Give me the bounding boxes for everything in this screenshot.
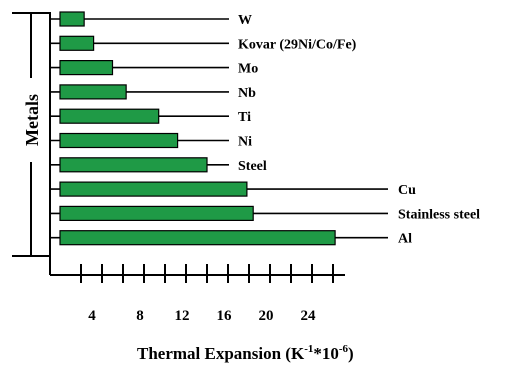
category-label: Ti	[238, 110, 251, 125]
bar-al	[59, 230, 336, 246]
category-label: Kovar (29Ni/Co/Fe)	[238, 37, 357, 52]
bar-ni	[59, 132, 179, 149]
category-label: Cu	[398, 183, 416, 198]
group-label: Metals	[22, 94, 42, 146]
bar-cu	[59, 181, 248, 197]
category-label: Mo	[238, 62, 258, 77]
x-axis-title-main: Thermal Expansion (K	[137, 344, 305, 363]
bar-stainless-steel	[59, 205, 254, 221]
category-label: Steel	[238, 159, 267, 174]
bar-w	[59, 11, 85, 27]
x-axis-title-sup1: -1	[304, 343, 313, 355]
bar-kovar-29ni-co-fe	[59, 35, 95, 51]
bar-nb	[59, 84, 127, 100]
metals-bracket: Metals	[12, 12, 50, 257]
x-axis-title-end: )	[348, 344, 354, 363]
x-axis-title: Thermal Expansion (K-1*10-6)	[137, 343, 354, 363]
x-tick-label: 20	[259, 308, 274, 324]
category-label: Al	[398, 232, 412, 247]
ticks-group: 4 8 12 16 20 24	[80, 264, 334, 324]
x-tick-label: 12	[175, 308, 190, 324]
x-axis-title-sup2: -6	[339, 343, 349, 355]
x-tick-label: 24	[301, 308, 317, 324]
bar-mo	[59, 59, 114, 76]
x-axis-title-mid: *10	[313, 344, 339, 363]
category-label: Stainless steel	[398, 207, 480, 222]
x-tick-label: 8	[136, 308, 144, 324]
bars-group: W Kovar (29Ni/Co/Fe) Mo Nb Ti Ni Steel Cu Stainl…	[50, 11, 480, 247]
bar-steel	[59, 157, 208, 173]
category-label: W	[238, 13, 252, 28]
x-tick-label: 16	[217, 308, 233, 324]
category-label: Ni	[238, 135, 252, 150]
x-tick-label: 4	[88, 308, 96, 324]
category-label: Nb	[238, 86, 256, 101]
bar-ti	[59, 108, 160, 124]
